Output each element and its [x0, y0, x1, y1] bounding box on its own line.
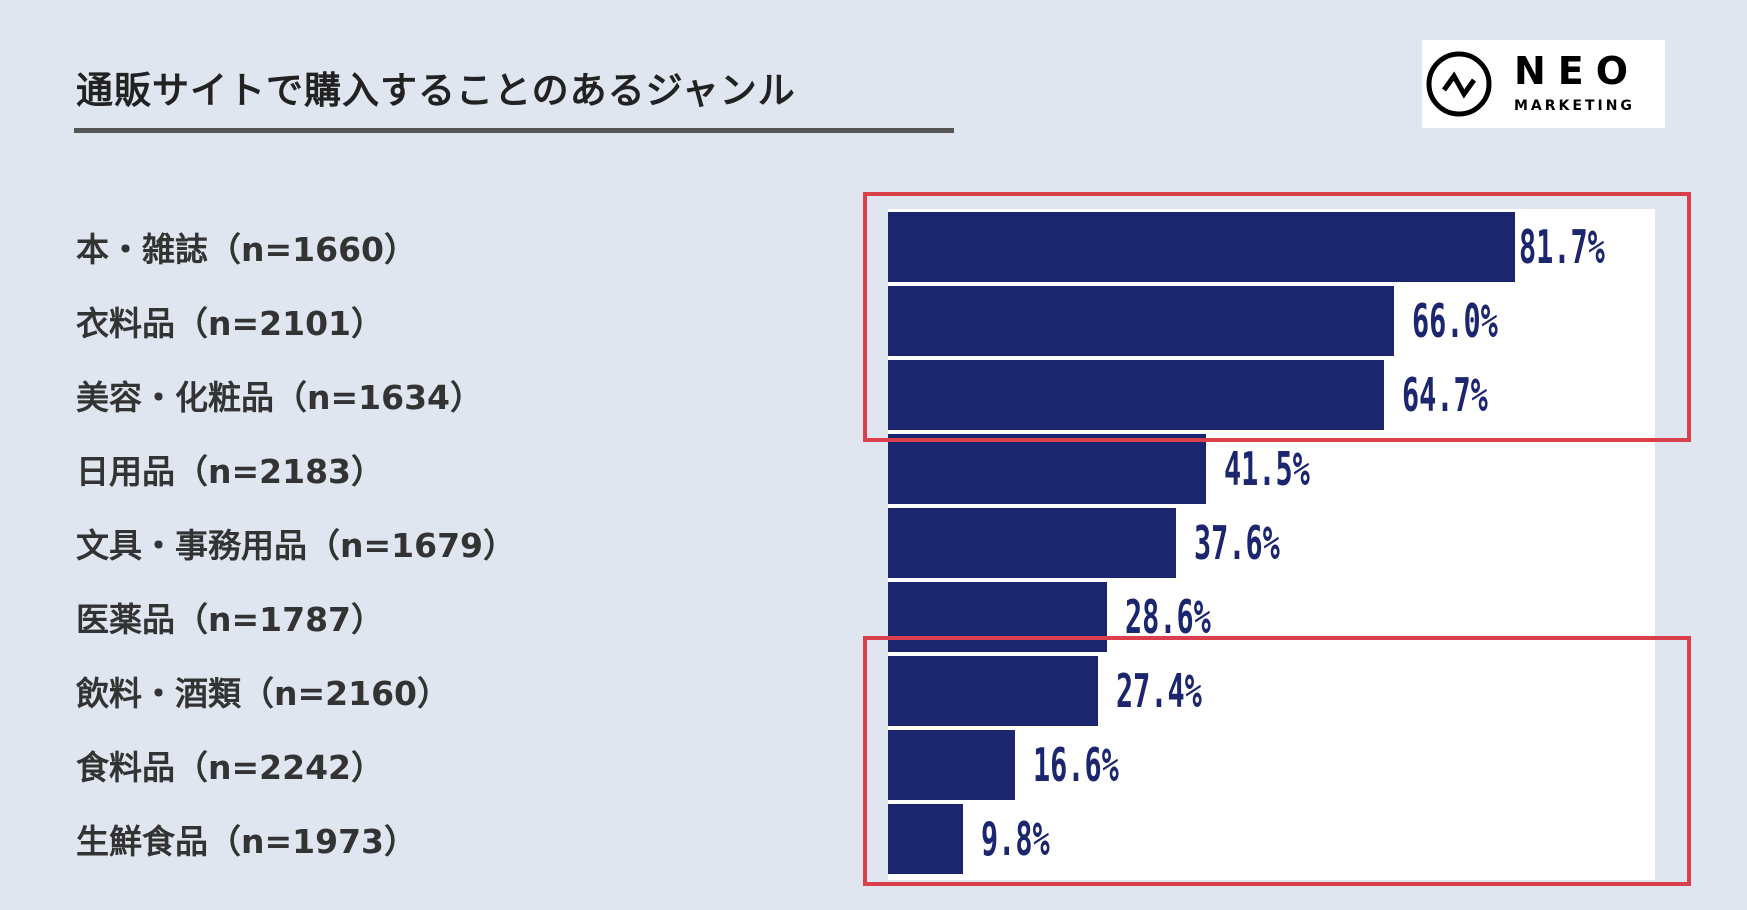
bar	[888, 360, 1385, 430]
category-label: 衣料品（n=2101）	[76, 304, 384, 343]
bar	[888, 508, 1177, 578]
bar	[888, 434, 1207, 504]
value-label: 41.5%	[1224, 442, 1311, 496]
category-label: 本・雑誌（n=1660）	[76, 230, 417, 269]
value-label: 66.0%	[1412, 294, 1499, 348]
category-label: 医薬品（n=1787）	[76, 600, 384, 639]
category-label: 日用品（n=2183）	[76, 452, 384, 491]
svg-text:NEO: NEO	[1514, 49, 1640, 93]
title-underline	[74, 128, 954, 133]
bar	[888, 804, 964, 874]
category-label: 飲料・酒類（n=2160）	[76, 674, 450, 713]
bar	[888, 212, 1515, 282]
category-label: 美容・化粧品（n=1634）	[76, 378, 483, 417]
bar	[888, 656, 1099, 726]
category-label: 生鮮食品（n=1973）	[76, 822, 417, 861]
category-label: 食料品（n=2242）	[76, 748, 384, 787]
bar	[888, 730, 1016, 800]
value-label: 37.6%	[1194, 516, 1281, 570]
svg-text:MARKETING: MARKETING	[1514, 98, 1635, 114]
bar	[888, 582, 1108, 652]
page-title: 通販サイトで購入することのあるジャンル	[76, 69, 796, 112]
value-label: 28.6%	[1125, 590, 1212, 644]
value-label: 9.8%	[981, 812, 1050, 866]
value-label: 64.7%	[1402, 368, 1489, 422]
category-label: 文具・事務用品（n=1679）	[76, 526, 516, 565]
bar	[888, 286, 1395, 356]
value-label: 27.4%	[1116, 664, 1203, 718]
neo-marketing-logo: NEO MARKETING	[1422, 40, 1665, 128]
highlight-box	[863, 192, 1691, 442]
value-label: 81.7%	[1518, 220, 1605, 274]
highlight-box	[863, 636, 1691, 886]
value-label: 16.6%	[1033, 738, 1120, 792]
